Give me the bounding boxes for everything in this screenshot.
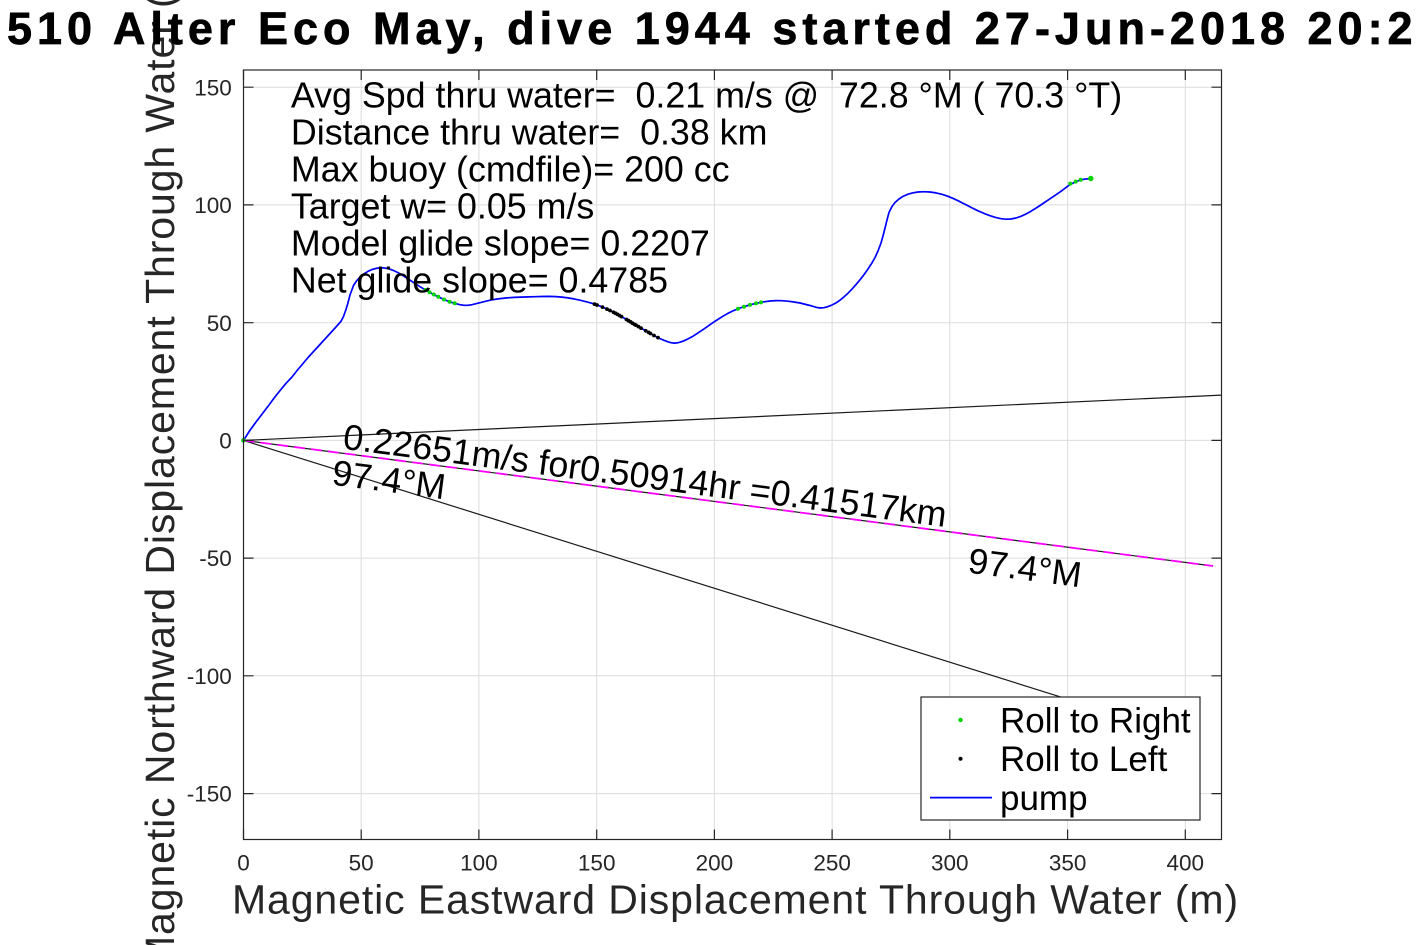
- svg-text:400: 400: [1167, 851, 1205, 876]
- svg-text:Distance thru water= 0.38 km: Distance thru water= 0.38 km: [291, 113, 768, 153]
- svg-text:150: 150: [578, 851, 616, 876]
- svg-text:100: 100: [460, 851, 498, 876]
- svg-text:-100: -100: [187, 664, 232, 689]
- svg-text:Max buoy (cmdfile)= 200 cc: Max buoy (cmdfile)= 200 cc: [291, 150, 730, 190]
- svg-text:510 Alter Eco May, dive 1944 s: 510 Alter Eco May, dive 1944 started 27-…: [7, 3, 1417, 54]
- svg-text:Magnetic Eastward Displacement: Magnetic Eastward Displacement Through W…: [232, 877, 1239, 923]
- svg-text:0: 0: [219, 429, 232, 454]
- svg-text:-150: -150: [187, 782, 232, 807]
- svg-text:200: 200: [696, 851, 734, 876]
- svg-text:150: 150: [194, 75, 232, 100]
- svg-text:100: 100: [194, 193, 232, 218]
- svg-text:Magnetic Northward Displacemen: Magnetic Northward Displacement Through …: [137, 0, 183, 945]
- svg-text:0: 0: [237, 851, 250, 876]
- svg-text:350: 350: [1049, 851, 1087, 876]
- svg-text:pump: pump: [1000, 779, 1088, 818]
- svg-text:Avg Spd thru water= 0.21 m/s: Avg Spd thru water= 0.21 m/s @ 72.8 °M (…: [291, 76, 1122, 116]
- svg-text:Model glide slope= 0.2207: Model glide slope= 0.2207: [291, 224, 710, 264]
- svg-text:250: 250: [813, 851, 851, 876]
- svg-text:50: 50: [207, 311, 232, 336]
- svg-text:Roll to Right: Roll to Right: [1000, 701, 1191, 740]
- svg-text:300: 300: [931, 851, 969, 876]
- svg-text:50: 50: [349, 851, 374, 876]
- svg-text:Target w= 0.05 m/s: Target w= 0.05 m/s: [291, 187, 594, 227]
- svg-text:Net glide slope= 0.4785: Net glide slope= 0.4785: [291, 261, 668, 301]
- svg-text:Roll to Left: Roll to Left: [1000, 740, 1168, 779]
- svg-text:-50: -50: [199, 546, 232, 571]
